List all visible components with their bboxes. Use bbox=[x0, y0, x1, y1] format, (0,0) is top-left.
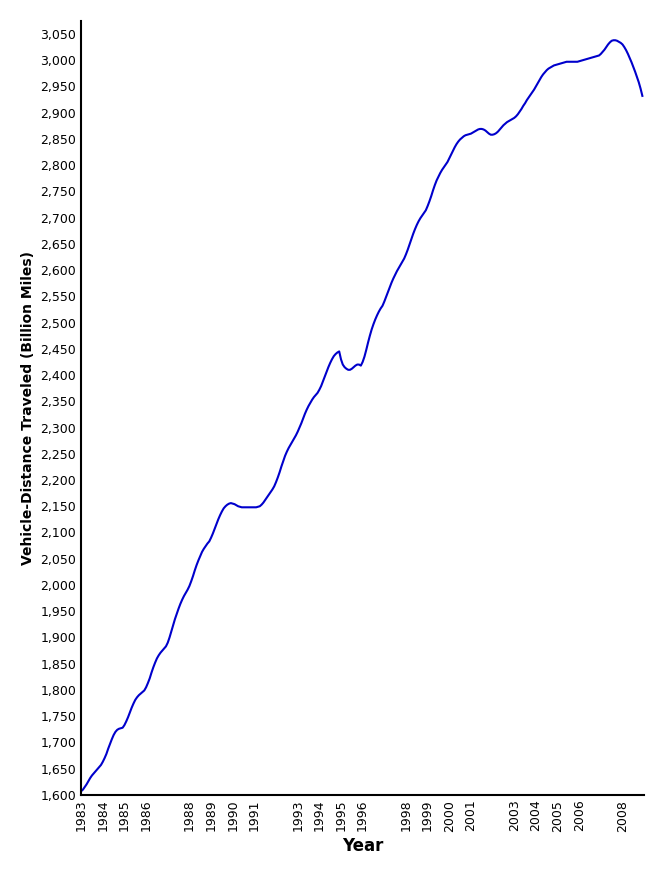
X-axis label: Year: Year bbox=[342, 837, 383, 855]
Y-axis label: Vehicle-Distance Traveled (Billion Miles): Vehicle-Distance Traveled (Billion Miles… bbox=[21, 251, 35, 565]
